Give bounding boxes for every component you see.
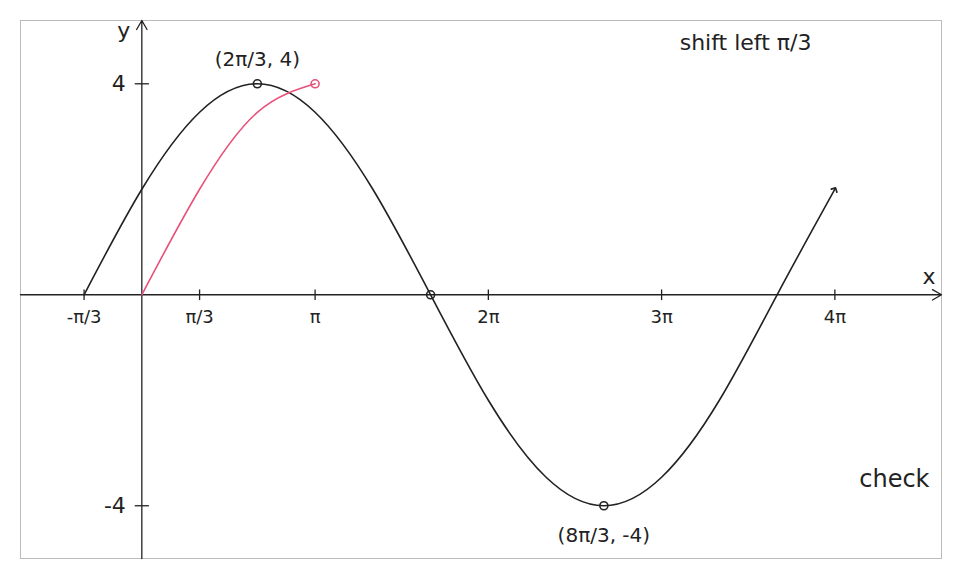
svg-text:2π: 2π xyxy=(477,306,499,327)
svg-text:4π: 4π xyxy=(824,306,846,327)
svg-text:-π/3: -π/3 xyxy=(67,306,102,327)
svg-text:x: x xyxy=(922,264,935,289)
svg-text:3π: 3π xyxy=(650,306,672,327)
svg-text:-4: -4 xyxy=(104,493,126,518)
svg-text:(2π/3, 4): (2π/3, 4) xyxy=(215,47,300,71)
svg-text:π/3: π/3 xyxy=(185,306,213,327)
svg-text:y: y xyxy=(117,18,130,43)
svg-text:π: π xyxy=(310,306,321,327)
svg-text:check: check xyxy=(859,465,929,493)
svg-text:(8π/3, -4): (8π/3, -4) xyxy=(558,523,651,547)
svg-text:shift left π/3: shift left π/3 xyxy=(680,30,812,55)
svg-text:4: 4 xyxy=(112,71,126,96)
